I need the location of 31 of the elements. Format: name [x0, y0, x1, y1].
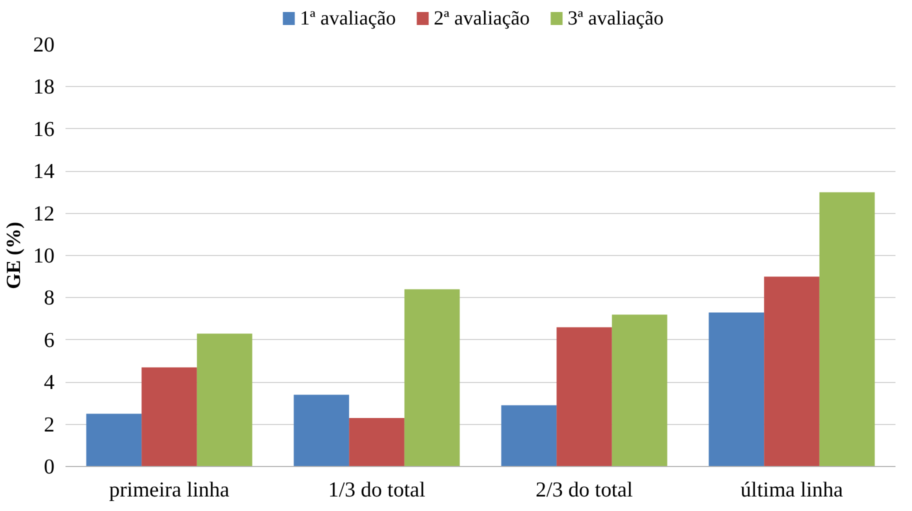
y-tick-label: 2: [44, 412, 55, 436]
legend-label: 2ª avaliação: [434, 8, 530, 30]
y-tick-label: 6: [44, 328, 55, 352]
bar: [819, 192, 875, 466]
bar: [404, 289, 460, 466]
x-tick-label: primeira linha: [109, 478, 230, 502]
y-axis-title: GE (%): [3, 222, 26, 290]
bar: [196, 334, 252, 466]
bar: [708, 312, 764, 466]
legend-label: 3ª avaliação: [568, 8, 664, 30]
bar: [142, 367, 197, 466]
bar: [612, 314, 668, 466]
bar: [294, 394, 350, 466]
x-tick-label: 2/3 do total: [536, 478, 633, 502]
y-tick-label: 4: [44, 370, 55, 394]
x-tick-label: última linha: [740, 478, 844, 502]
bar: [501, 405, 557, 466]
y-tick-label: 16: [33, 116, 55, 141]
bar: [764, 276, 820, 466]
y-tick-label: 20: [33, 32, 54, 56]
y-tick-label: 0: [44, 454, 55, 478]
y-tick-label: 10: [33, 244, 54, 268]
y-tick-label: 12: [33, 201, 54, 226]
bar: [86, 414, 142, 466]
bar: [556, 327, 612, 466]
y-tick-label: 14: [33, 159, 55, 184]
legend-label: 1ª avaliação: [300, 8, 396, 30]
x-tick-label: 1/3 do total: [328, 478, 426, 502]
bar: [349, 418, 404, 466]
y-tick-label: 8: [44, 286, 55, 310]
y-tick-label: 18: [33, 74, 54, 99]
